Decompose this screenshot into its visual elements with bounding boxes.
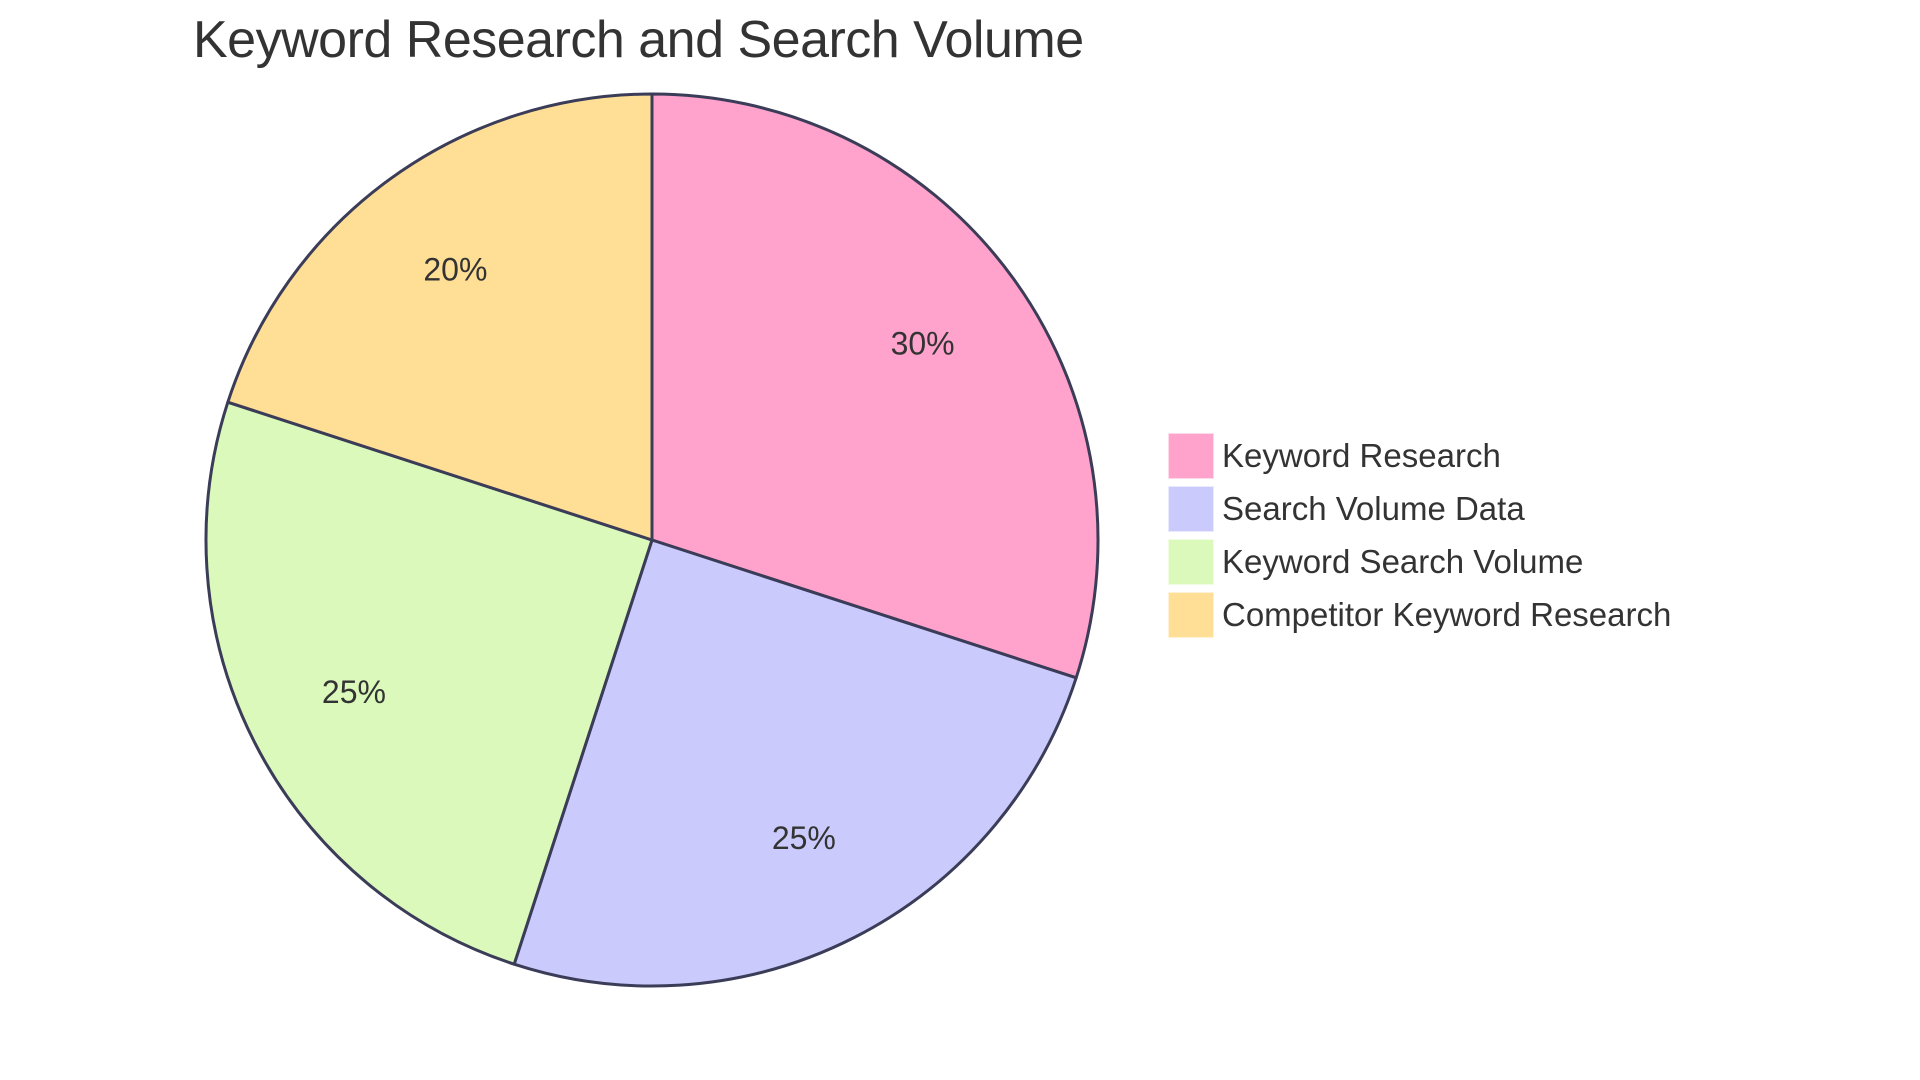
legend-label: Search Volume Data [1222,490,1525,527]
legend-item-keyword-search-volume: Keyword Search Volume [1168,539,1671,585]
pie-slice-competitor-keyword-research [226,92,654,542]
pie-slices [204,92,1100,988]
pie-slice-keyword-search-volume [204,400,654,966]
legend-label: Competitor Keyword Research [1222,596,1672,633]
legend: Keyword Research Search Volume Data Keyw… [1168,433,1671,645]
slice-percent-label: 20% [423,251,487,287]
legend-label: Keyword Search Volume [1222,543,1584,580]
legend-item-search-volume-data: Search Volume Data [1168,486,1671,532]
pie-slice-labels: 30% 25% 25% 20% [322,251,955,856]
legend-swatch [1168,539,1214,585]
legend-label: Keyword Research [1222,437,1501,474]
pie-slice-search-volume-data [512,538,1078,988]
legend-swatch [1168,592,1214,638]
legend-swatch [1168,486,1214,532]
chart-title: Keyword Research and Search Volume [193,11,1084,69]
slice-percent-label: 25% [322,674,386,710]
slice-percent-label: 25% [772,820,836,856]
legend-swatch [1168,433,1214,479]
pie-slice-keyword-research [650,92,1100,680]
slice-percent-label: 30% [891,325,955,361]
legend-item-keyword-research: Keyword Research [1168,433,1671,479]
legend-item-competitor-keyword-research: Competitor Keyword Research [1168,592,1671,638]
